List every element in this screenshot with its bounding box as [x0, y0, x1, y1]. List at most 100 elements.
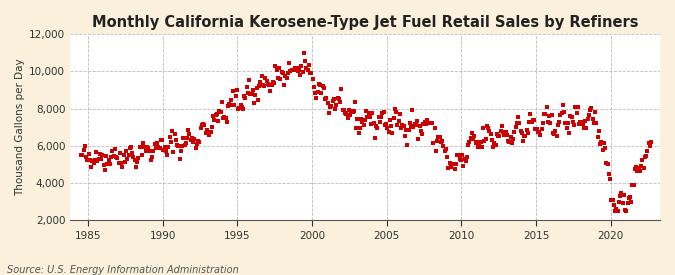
Point	[383, 130, 394, 134]
Point	[246, 92, 257, 96]
Point	[80, 144, 90, 148]
Point	[503, 139, 514, 144]
Point	[388, 116, 399, 120]
Point	[224, 102, 235, 106]
Point	[521, 128, 532, 133]
Point	[534, 130, 545, 134]
Point	[564, 131, 574, 136]
Point	[364, 115, 375, 119]
Point	[88, 161, 99, 165]
Point	[484, 129, 495, 133]
Point	[539, 112, 549, 116]
Point	[429, 126, 440, 130]
Point	[347, 110, 358, 114]
Point	[393, 118, 404, 123]
Point	[325, 104, 335, 109]
Point	[255, 80, 266, 84]
Point	[385, 124, 396, 129]
Point	[358, 123, 369, 127]
Point	[392, 123, 403, 127]
Point	[593, 129, 604, 134]
Point	[99, 168, 110, 172]
Point	[531, 126, 542, 131]
Point	[144, 148, 155, 153]
Point	[416, 132, 427, 137]
Point	[452, 152, 462, 157]
Point	[412, 119, 423, 123]
Point	[387, 131, 398, 135]
Point	[578, 126, 589, 130]
Point	[413, 137, 424, 141]
Point	[326, 103, 337, 108]
Point	[422, 117, 433, 122]
Point	[332, 95, 343, 100]
Point	[425, 121, 436, 126]
Point	[499, 133, 510, 137]
Point	[189, 137, 200, 141]
Point	[460, 159, 471, 163]
Point	[425, 121, 435, 125]
Point	[192, 142, 202, 146]
Point	[290, 65, 300, 70]
Point	[584, 112, 595, 117]
Point	[282, 70, 293, 75]
Point	[419, 120, 430, 124]
Point	[497, 129, 508, 134]
Point	[363, 111, 374, 116]
Point	[458, 164, 468, 168]
Point	[404, 121, 415, 125]
Point	[121, 148, 132, 153]
Point	[306, 71, 317, 75]
Point	[514, 121, 524, 125]
Point	[240, 96, 251, 100]
Point	[111, 155, 122, 159]
Point	[292, 69, 303, 73]
Point	[301, 66, 312, 70]
Point	[138, 141, 149, 145]
Point	[294, 68, 304, 73]
Point	[611, 207, 622, 211]
Point	[618, 192, 629, 197]
Point	[444, 160, 455, 165]
Point	[92, 159, 103, 164]
Point	[139, 145, 150, 150]
Point	[82, 158, 93, 163]
Point	[568, 123, 579, 127]
Point	[208, 114, 219, 118]
Point	[624, 196, 634, 201]
Point	[223, 104, 234, 109]
Point	[572, 105, 583, 109]
Point	[234, 106, 244, 111]
Point	[487, 138, 497, 142]
Point	[90, 150, 101, 155]
Point	[509, 130, 520, 134]
Point	[595, 142, 605, 146]
Point	[371, 124, 381, 128]
Point	[242, 90, 253, 95]
Point	[127, 151, 138, 155]
Point	[143, 146, 154, 150]
Point	[188, 140, 198, 145]
Point	[238, 107, 248, 111]
Point	[533, 130, 543, 134]
Point	[308, 84, 319, 89]
Point	[310, 91, 321, 95]
Point	[398, 123, 409, 128]
Point	[344, 108, 354, 112]
Point	[95, 152, 105, 156]
Point	[252, 98, 263, 102]
Point	[428, 140, 439, 145]
Point	[463, 143, 474, 147]
Point	[560, 121, 570, 125]
Point	[574, 122, 585, 127]
Point	[353, 131, 364, 135]
Point	[118, 152, 129, 157]
Point	[244, 78, 254, 82]
Point	[475, 140, 486, 145]
Point	[615, 194, 626, 198]
Point	[142, 145, 153, 149]
Point	[119, 160, 130, 164]
Point	[345, 113, 356, 117]
Point	[361, 109, 372, 113]
Point	[128, 155, 139, 160]
